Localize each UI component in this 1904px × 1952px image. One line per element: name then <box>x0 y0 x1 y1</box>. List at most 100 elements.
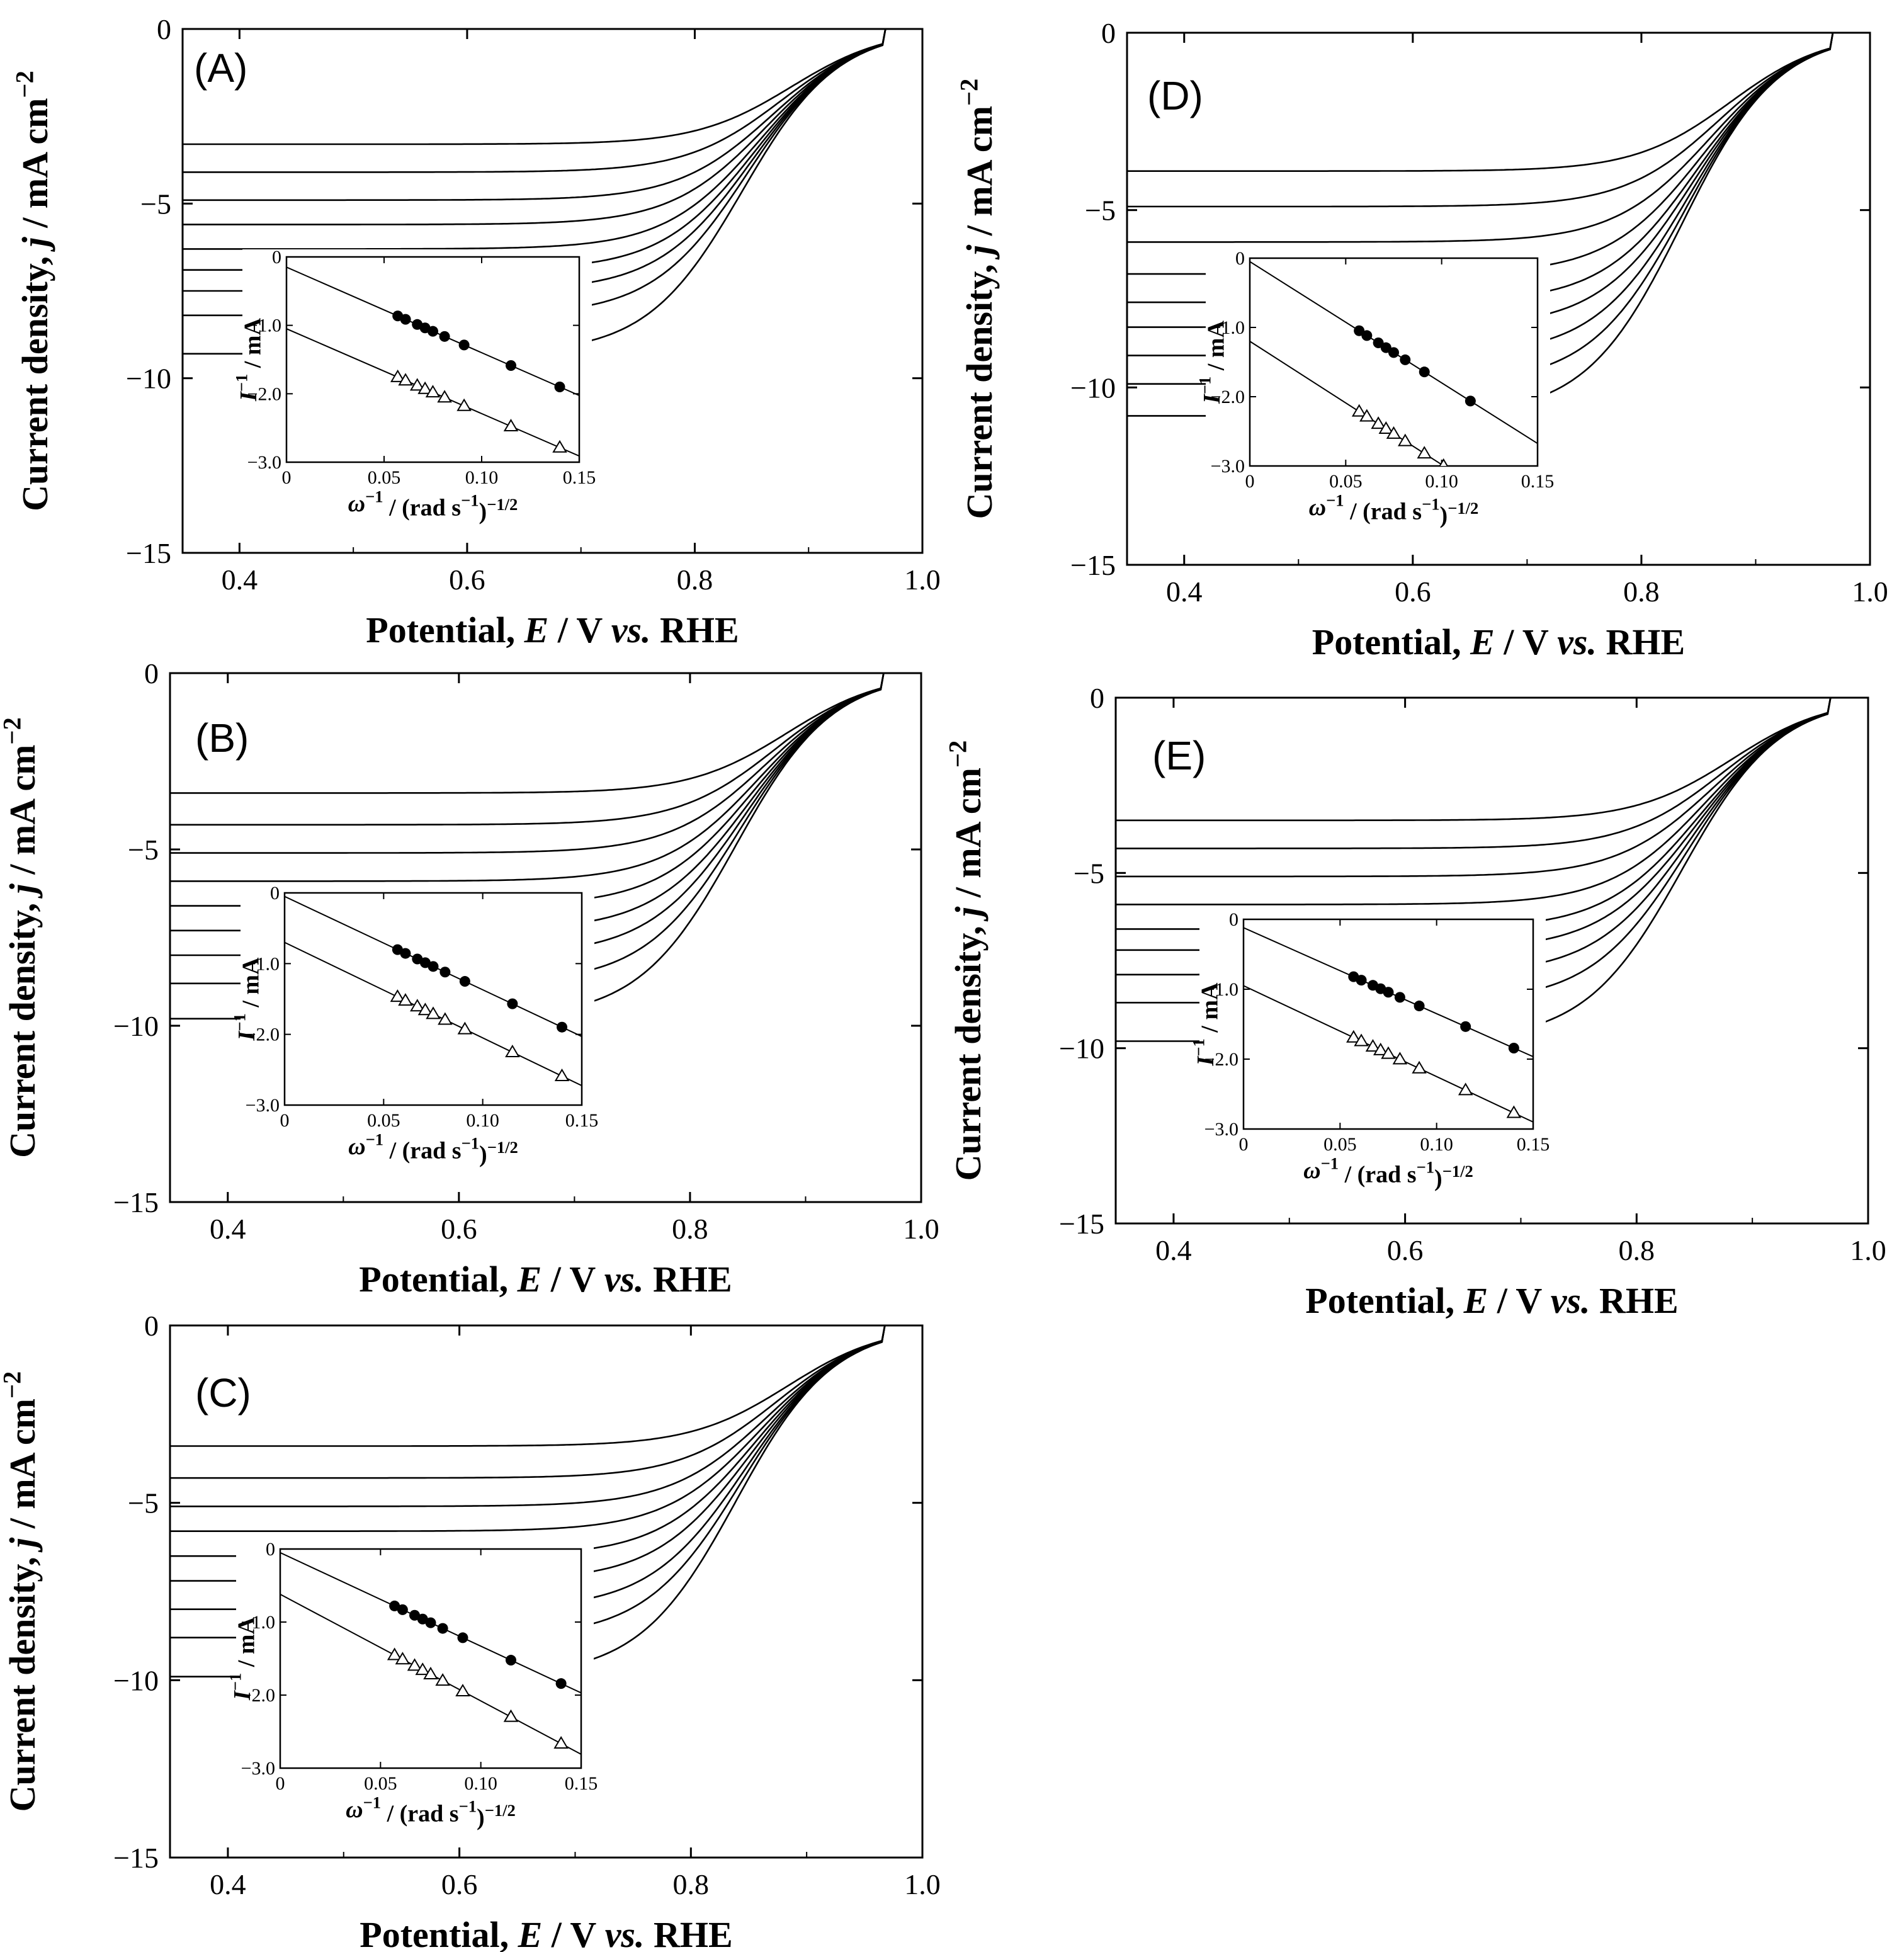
inset-point-open-triangle <box>417 381 433 394</box>
inset-y-tick-label: 0 <box>270 883 280 904</box>
inset-point-filled-circle <box>1361 330 1373 341</box>
x-tick-label: 0.8 <box>1623 576 1660 608</box>
x-tick-label: 0.6 <box>1395 576 1431 608</box>
inset-point-open-triangle <box>410 999 425 1012</box>
inset-point-filled-circle <box>425 1617 436 1628</box>
inset-point-filled-circle <box>1419 366 1430 378</box>
inset-point-filled-circle <box>1394 992 1405 1003</box>
inset-x-tick-label: 0.05 <box>364 1773 397 1794</box>
inset-x-tick-label: 0.05 <box>368 467 401 488</box>
polarization-curve <box>1127 33 1870 275</box>
polarization-curve <box>1116 698 1868 930</box>
inset-point-filled-circle <box>507 998 518 1009</box>
inset-point-open-triangle <box>395 1652 411 1665</box>
inset-point-filled-circle <box>506 360 516 372</box>
inset-x-tick-label: 0 <box>276 1773 285 1794</box>
inset-point-open-triangle <box>456 398 472 411</box>
inset-x-tick-label: 0 <box>282 467 292 488</box>
inset-point-open-triangle <box>1398 433 1413 446</box>
inset-x-tick-label: 0.10 <box>464 1773 497 1794</box>
polarization-curve <box>1116 698 1868 849</box>
inset-point-filled-circle <box>392 944 403 955</box>
inset-y-axis-title: I−1 / mA <box>232 317 266 401</box>
inset-y-tick-label: 0 <box>1235 248 1245 269</box>
inset-frame <box>285 256 581 463</box>
inset-point-open-triangle <box>423 1666 438 1679</box>
inset-plot: 0 0.05 0.10 0.15 0 −1.0 −2.0 −3.0 ω−1 / (rad s−1… <box>1195 248 1554 529</box>
x-tick-label: 1.0 <box>903 1213 939 1245</box>
inset-x-tick-label: 0.10 <box>465 467 499 488</box>
x-tick-label: 0.6 <box>449 564 485 596</box>
inset-y-tick-label: −1.0 <box>241 1612 275 1633</box>
inset-point-open-triangle <box>398 373 413 386</box>
inset-x-tick-label: 0.05 <box>367 1110 400 1131</box>
y-tick-label: −5 <box>128 1487 159 1519</box>
plot-frame <box>169 672 922 1203</box>
inset-x-tick-label: 0 <box>1245 471 1255 492</box>
plot-frame <box>1114 696 1869 1225</box>
inset-y-tick-label: −3.0 <box>1211 456 1245 477</box>
x-tick-label: 1.0 <box>1852 576 1888 608</box>
inset-x-axis-title: ω−1 / (rad s−1)−1/2 <box>348 1130 518 1167</box>
panel-label: (C) <box>195 1370 251 1416</box>
inset-point-open-triangle <box>554 1068 570 1081</box>
x-tick-label: 0.6 <box>441 1213 477 1245</box>
inset-point-filled-circle <box>437 1623 448 1634</box>
x-tick-label: 0.6 <box>441 1868 478 1900</box>
inset-point-open-triangle <box>435 1673 450 1686</box>
inset-point-open-triangle <box>1351 404 1367 417</box>
inset-point-open-triangle <box>503 419 519 432</box>
inset-x-tick-label: 0.15 <box>1521 471 1555 492</box>
panel-label: (B) <box>195 715 249 761</box>
x-tick-label: 0.8 <box>673 1868 710 1900</box>
y-tick-label: −15 <box>1059 1208 1104 1240</box>
inset-point-open-triangle <box>1378 421 1394 434</box>
inset-point-open-triangle <box>390 989 405 1002</box>
polarization-curve <box>183 29 922 271</box>
x-tick-label: 0.8 <box>677 564 713 596</box>
x-tick-label: 0.6 <box>1387 1234 1424 1266</box>
polarization-curve <box>183 29 922 225</box>
y-tick-label: −5 <box>140 188 171 220</box>
inset-point-filled-circle <box>459 976 470 987</box>
inset-point-open-triangle <box>1386 426 1402 439</box>
inset-point-filled-circle <box>457 1632 468 1643</box>
x-tick-label: 1.0 <box>904 1868 941 1900</box>
inset-point-filled-circle <box>428 961 439 972</box>
plot-frame <box>1126 31 1871 566</box>
inset-x-tick-label: 0.10 <box>1425 471 1458 492</box>
y-tick-label: −15 <box>113 1186 159 1218</box>
x-tick-label: 0.4 <box>210 1213 246 1245</box>
x-axis-title: Potential, E / V vs. RHE <box>359 1259 732 1300</box>
inset-y-axis-title: I−1 / mA <box>1189 982 1223 1066</box>
y-axis-title: Current density, j / mA cm−2 <box>0 717 43 1158</box>
inset-point-filled-circle <box>458 339 470 351</box>
inset-point-open-triangle <box>553 1736 569 1749</box>
inset-point-filled-circle <box>1388 347 1399 358</box>
polarization-curve <box>170 673 921 826</box>
x-axis-title: Potential, E / V vs. RHE <box>366 610 739 650</box>
polarization-curve <box>170 673 921 907</box>
inset-y-tick-label: −1.0 <box>1204 979 1238 1000</box>
inset-point-filled-circle <box>412 953 423 965</box>
inset-point-open-triangle <box>409 378 425 391</box>
inset-y-tick-label: −3.0 <box>247 452 281 473</box>
inset-point-open-triangle <box>407 1658 422 1671</box>
y-axis-title: Current density, j / mA cm−2 <box>11 71 55 511</box>
inset-point-open-triangle <box>1354 1033 1369 1047</box>
inset-x-tick-label: 0.15 <box>565 1773 598 1794</box>
y-tick-label: −10 <box>1070 372 1116 404</box>
inset-point-filled-circle <box>1354 325 1365 336</box>
x-tick-label: 1.0 <box>1850 1234 1886 1266</box>
inset-point-filled-circle <box>400 948 411 959</box>
x-tick-label: 0.8 <box>1619 1234 1655 1266</box>
inset-point-open-triangle <box>1506 1105 1522 1118</box>
inset-y-tick-label: −2.0 <box>246 1024 280 1045</box>
polarization-curve <box>1116 698 1868 878</box>
y-tick-label: −5 <box>1074 857 1104 889</box>
polarization-curve <box>1116 698 1868 905</box>
inset-x-tick-label: 0.15 <box>565 1110 599 1131</box>
polarization-curve <box>170 1325 922 1532</box>
inset-point-open-triangle <box>1371 416 1386 429</box>
polarization-curve <box>170 1325 922 1479</box>
